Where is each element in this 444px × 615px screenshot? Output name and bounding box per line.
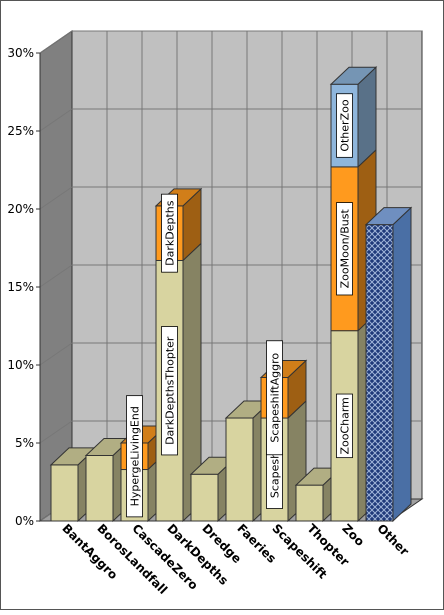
- segment-label-group: OtherZoo: [336, 93, 353, 158]
- bar-side: [392, 206, 412, 523]
- side-grid-line: [39, 186, 73, 210]
- segment-label: HypergeLivingEnd: [129, 406, 142, 506]
- side-grid-line: [39, 30, 73, 54]
- segment-label: OtherZoo: [339, 99, 352, 151]
- side-grid-line: [39, 420, 73, 444]
- side-grid-line: [39, 108, 73, 132]
- segment-label-box: [336, 93, 353, 158]
- y-tick-label: 20%: [7, 202, 34, 216]
- segment-label: ScapeshiftAggro: [269, 353, 282, 443]
- segment-label-box: [336, 202, 353, 296]
- bar-top: [329, 66, 378, 85]
- segment-label-box: [161, 326, 178, 456]
- segment-label-group: ZooMoon/Bust: [336, 202, 353, 296]
- bar-segment: [225, 417, 254, 522]
- y-tick-label: 15%: [7, 280, 34, 294]
- y-tick-label: 30%: [7, 46, 34, 60]
- y-tick-label: 0%: [15, 514, 34, 528]
- y-tick-label: 10%: [7, 358, 34, 372]
- segment-label-group: HypergeLivingEnd: [126, 395, 143, 518]
- bar-segment: [50, 464, 79, 522]
- segment-label-box: [266, 340, 283, 456]
- bar-series: HypergeLivingEnd DarkDepthsThopter DarkDep…: [49, 66, 413, 523]
- side-grid-line: [39, 264, 73, 288]
- segment-label-box: [126, 395, 143, 518]
- segment-label-box: [336, 393, 353, 459]
- y-tick-label: 5%: [15, 436, 34, 450]
- segment-label-group: DarkDepthsThopter: [161, 326, 178, 456]
- bar-segment: [190, 473, 219, 522]
- segment-label: ZooMoon/Bust: [339, 209, 352, 289]
- bar-segment: [85, 454, 114, 522]
- y-axis: 0% 5% 10% 15% 20% 25% 30%: [7, 46, 41, 528]
- segment-label-group: ZooCharm: [336, 393, 353, 459]
- segment-label-group: ScapeshiftAggro: [266, 340, 283, 456]
- segment-label: ZooCharm: [339, 397, 352, 454]
- side-grid-line: [39, 342, 73, 366]
- bar-segment: [295, 484, 324, 522]
- bar-segment: [365, 224, 394, 522]
- segment-label: DarkDepths: [164, 200, 177, 266]
- y-tick-label: 25%: [7, 124, 34, 138]
- segment-label-box: [161, 193, 178, 273]
- bar-top: [364, 207, 413, 226]
- segment-label-group: DarkDepths: [161, 193, 178, 273]
- segment-label: DarkDepthsThopter: [164, 336, 177, 445]
